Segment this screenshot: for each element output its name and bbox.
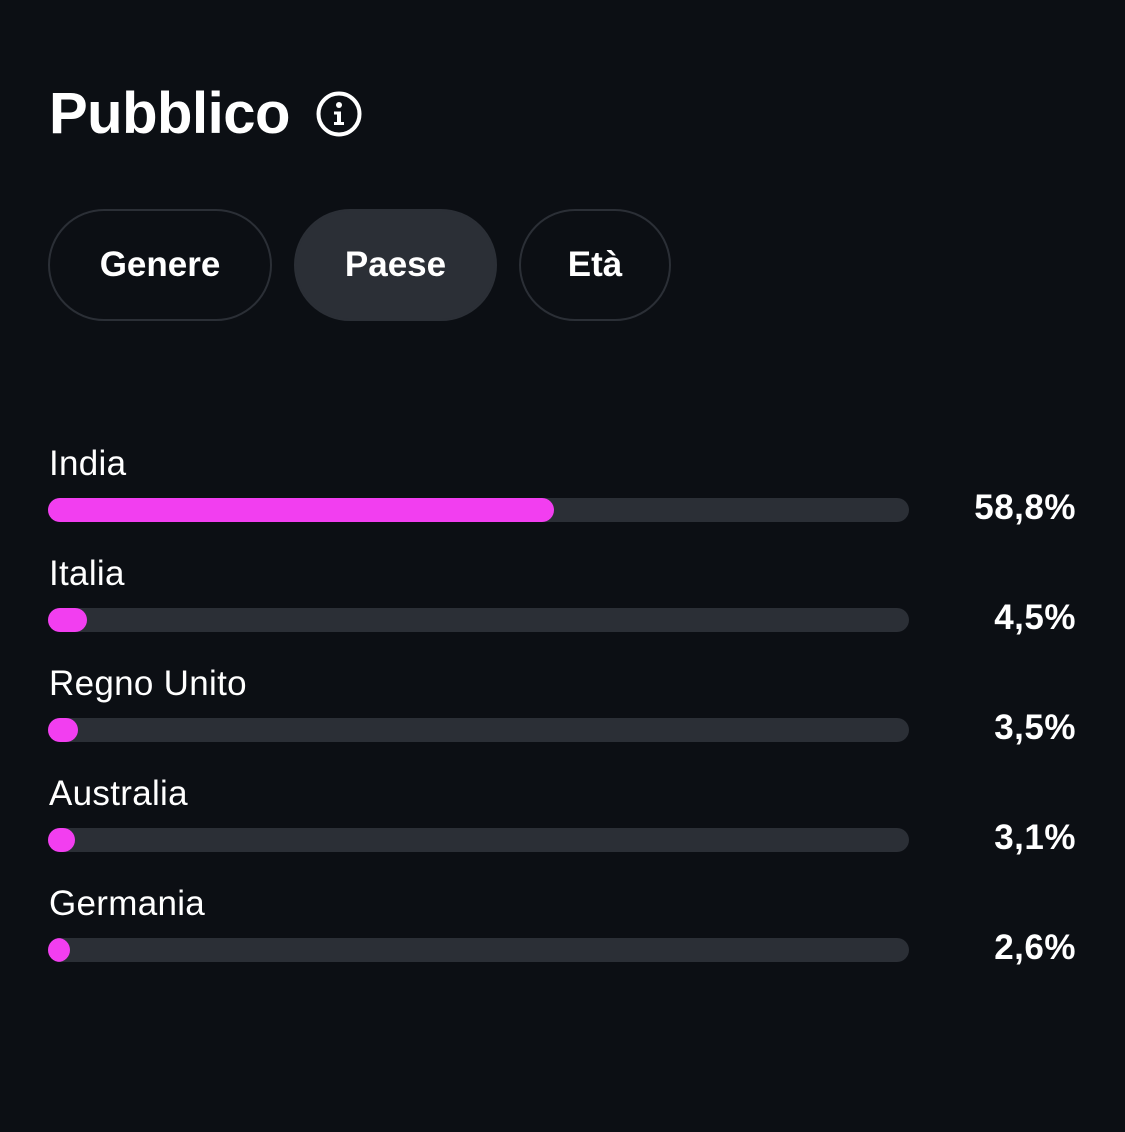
progress-bar-fill <box>48 828 75 852</box>
progress-bar-fill <box>48 718 79 742</box>
progress-bar-track <box>48 498 909 522</box>
country-percent: 4,5% <box>994 598 1076 637</box>
progress-bar-track <box>48 938 909 962</box>
country-percent: 3,1% <box>994 818 1076 857</box>
info-icon[interactable] <box>316 91 362 137</box>
progress-bar-fill <box>48 938 71 962</box>
country-row-australia: Australia 3,1% <box>48 770 1076 880</box>
progress-bar-track <box>48 718 909 742</box>
country-row-regno-unito: Regno Unito 3,5% <box>48 660 1076 770</box>
progress-bar-fill <box>48 498 555 522</box>
progress-bar-track <box>48 608 909 632</box>
page-title: Pubblico <box>49 81 290 146</box>
progress-bar-fill <box>48 608 87 632</box>
progress-bar-track <box>48 828 909 852</box>
audience-tabs: Genere Paese Età <box>48 209 671 321</box>
country-percent: 58,8% <box>974 488 1076 527</box>
tab-eta[interactable]: Età <box>519 209 671 321</box>
audience-header: Pubblico <box>49 78 362 150</box>
country-name: Italia <box>49 554 125 593</box>
country-percent: 3,5% <box>994 708 1076 747</box>
country-list: India 58,8% Italia 4,5% Regno Unito 3,5%… <box>48 440 1076 990</box>
country-row-germania: Germania 2,6% <box>48 880 1076 990</box>
tab-genere[interactable]: Genere <box>48 209 272 321</box>
country-percent: 2,6% <box>994 928 1076 967</box>
country-row-india: India 58,8% <box>48 440 1076 550</box>
country-name: Regno Unito <box>49 664 247 703</box>
country-name: Germania <box>49 884 206 923</box>
country-row-italia: Italia 4,5% <box>48 550 1076 660</box>
country-name: India <box>49 444 127 483</box>
country-name: Australia <box>49 774 188 813</box>
tab-paese[interactable]: Paese <box>294 209 497 321</box>
